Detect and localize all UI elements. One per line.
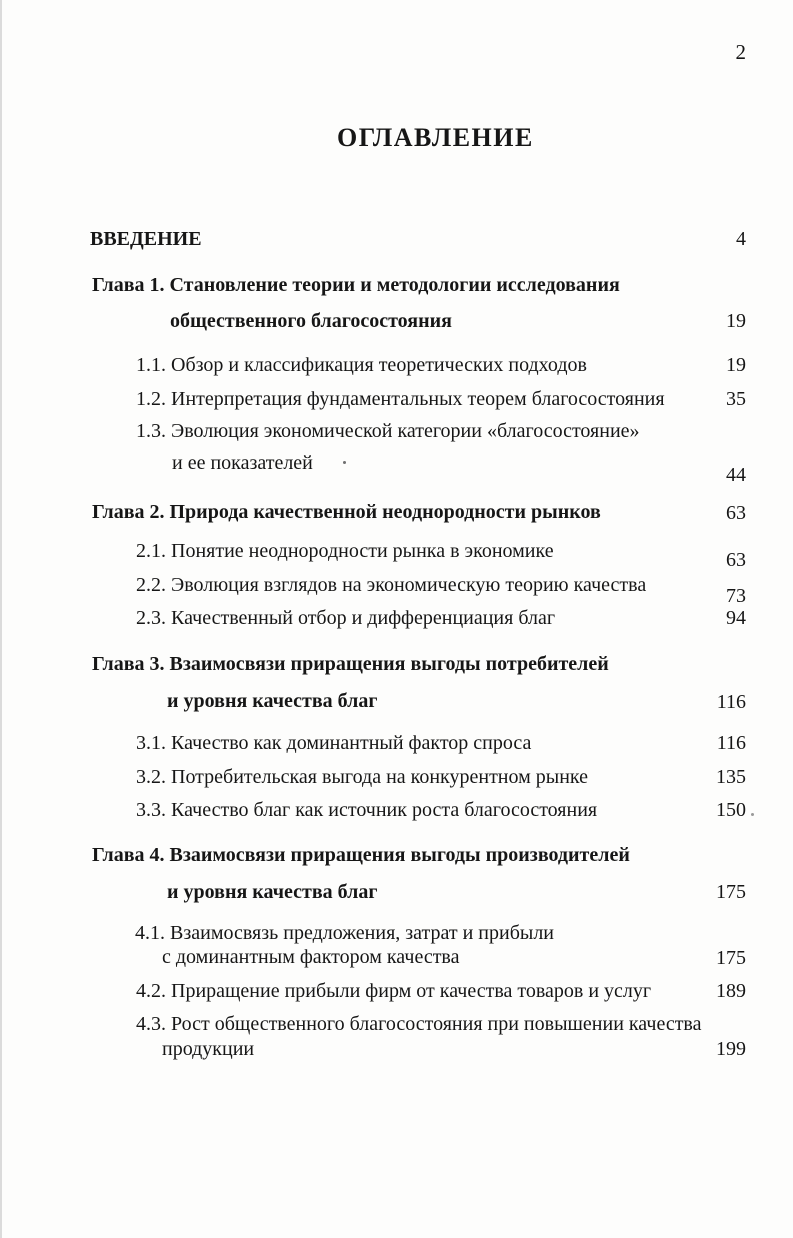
toc-line-s21: 2.1. Понятие неоднородности рынка в экон…	[136, 540, 554, 562]
scan-edge-artifact	[0, 0, 2, 1238]
toc-page-number-s41-l2: 175	[716, 947, 746, 969]
toc-page-number-ch2: 63	[726, 502, 746, 524]
toc-line-ch1-l1: Глава 1. Становление теории и методологи…	[92, 274, 620, 296]
toc-line-s42: 4.2. Приращение прибыли фирм от качества…	[136, 980, 652, 1002]
toc-line-s22: 2.2. Эволюция взглядов на экономическую …	[136, 574, 647, 596]
toc-page-number-ch1-l2: 19	[726, 310, 746, 332]
toc-page-number-vvedenie: 4	[736, 228, 746, 250]
toc-page-number-s21: 63	[726, 549, 746, 571]
toc-line-ch4-l2: и уровня качества благ	[167, 881, 378, 903]
page-title: ОГЛАВЛЕНИЕ	[337, 123, 534, 152]
toc-line-s43-l1: 4.3. Рост общественного благосостояния п…	[136, 1013, 702, 1035]
toc-page-number-s13-l2: 44	[726, 464, 746, 486]
toc-line-ch4-l1: Глава 4. Взаимосвязи приращения выгоды п…	[92, 844, 630, 866]
toc-page-number-s11: 19	[726, 354, 746, 376]
toc-page-number-s43-l2: 199	[716, 1038, 746, 1060]
toc-page-number-s12: 35	[726, 388, 746, 410]
toc-line-s13-l1: 1.3. Эволюция экономической категории «б…	[136, 420, 640, 442]
toc-page-number-s33: 150	[716, 799, 746, 821]
toc-line-ch1-l2: общественного благосостояния	[170, 310, 452, 332]
toc-line-s23: 2.3. Качественный отбор и дифференциация…	[136, 607, 556, 629]
toc-page-number-s32: 135	[716, 766, 746, 788]
toc-page-number-s22: 73	[726, 585, 746, 607]
toc-page-number-s42: 189	[716, 980, 746, 1002]
toc-page-number-s23: 94	[726, 607, 746, 629]
scan-artifact-dot	[751, 813, 754, 816]
toc-line-s43-l2: продукции	[162, 1038, 255, 1060]
toc-line-s11: 1.1. Обзор и классификация теоретических…	[136, 354, 587, 376]
toc-page-number-ch3-l2: 116	[716, 691, 746, 713]
toc-line-s32: 3.2. Потребительская выгода на конкурент…	[136, 766, 589, 788]
toc-page-number-s31: 116	[716, 732, 746, 754]
page-number: 2	[735, 40, 747, 64]
toc-line-ch3-l2: и уровня качества благ	[167, 690, 378, 712]
toc-line-s33: 3.3. Качество благ как источник роста бл…	[136, 799, 598, 821]
toc-line-ch3-l1: Глава 3. Взаимосвязи приращения выгоды п…	[92, 653, 609, 675]
toc-line-s12: 1.2. Интерпретация фундаментальных теоре…	[136, 388, 665, 410]
toc-line-ch2: Глава 2. Природа качественной неоднородн…	[92, 501, 601, 523]
toc-page-number-ch4-l2: 175	[716, 881, 746, 903]
scan-artifact-dot	[343, 461, 346, 464]
toc-line-s41-l2: с доминантным фактором качества	[162, 946, 460, 968]
toc-line-s41-l1: 4.1. Взаимосвязь предложения, затрат и п…	[135, 922, 555, 944]
toc-line-s13-l2: и ее показателей	[172, 452, 313, 474]
toc-line-s31: 3.1. Качество как доминантный фактор спр…	[136, 732, 532, 754]
toc-line-vvedenie: ВВЕДЕНИЕ	[90, 228, 202, 250]
